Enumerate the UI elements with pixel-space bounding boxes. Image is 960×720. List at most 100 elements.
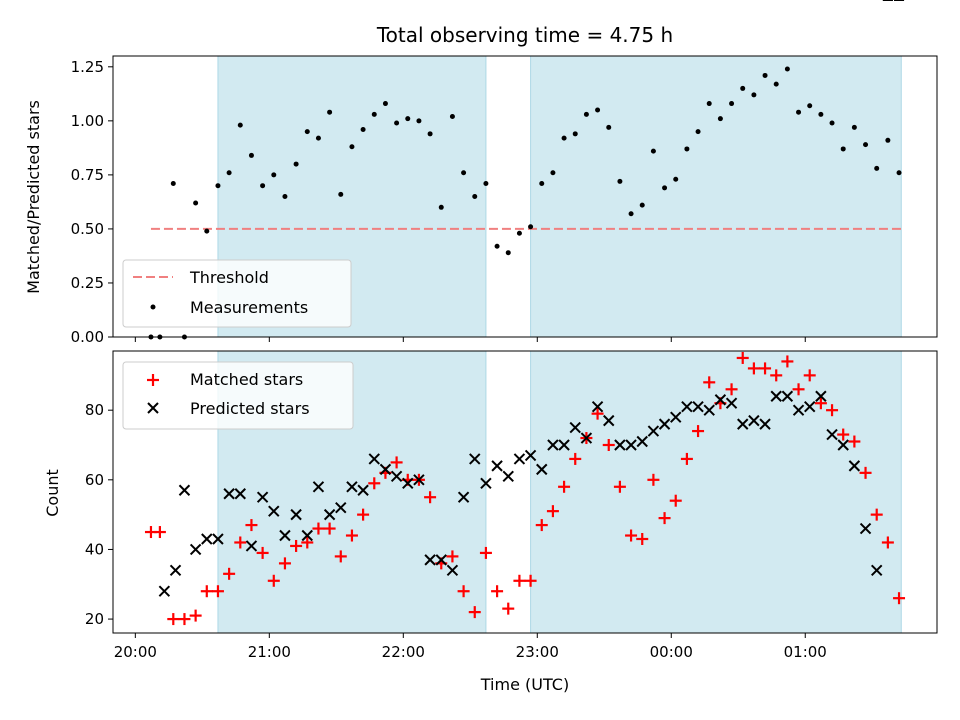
measurement-point	[237, 122, 243, 128]
cross-b	[714, 394, 727, 406]
cross-b	[725, 397, 738, 409]
cross-b	[547, 439, 559, 451]
cross-b	[625, 439, 637, 451]
matched-star-point	[345, 529, 358, 542]
predicted-star-point	[357, 484, 369, 496]
cross-b	[871, 564, 883, 577]
predicted-star-point	[402, 477, 414, 490]
shaded-region	[530, 55, 902, 338]
measurement-point	[394, 120, 400, 126]
measurement-point	[617, 178, 623, 184]
measurement-point	[773, 81, 779, 87]
shaded-region	[530, 350, 902, 634]
cross-b	[169, 564, 182, 577]
matched-star-point	[368, 477, 381, 490]
y-tick-label: 40	[85, 540, 104, 558]
cross-b	[290, 508, 302, 521]
cross-b	[379, 463, 392, 476]
predicted-star-point	[837, 439, 849, 451]
measurement-point	[449, 114, 455, 120]
measurement-point	[796, 109, 802, 115]
predicted-star-point	[457, 491, 470, 503]
cross-b	[424, 554, 436, 566]
matched-star-point	[200, 585, 213, 598]
predicted-star-point	[681, 400, 693, 413]
matched-star-point	[759, 362, 772, 375]
measurement-point	[494, 243, 500, 249]
predicted-star-point	[714, 394, 727, 406]
predicted-star-point	[346, 481, 358, 493]
predicted-star-point	[212, 533, 224, 545]
y-tick-label: 1.25	[71, 58, 104, 76]
y-tick-label: 60	[85, 471, 104, 489]
measurement-point	[427, 131, 433, 137]
predicted-star-point	[301, 529, 313, 542]
predicted-star-point	[792, 404, 805, 416]
cross-b	[457, 491, 470, 503]
matched-star-point	[502, 602, 515, 615]
cross-b	[435, 554, 447, 566]
cross-b	[223, 488, 235, 500]
measurement-point	[874, 165, 880, 171]
cross-b	[614, 439, 626, 451]
cross-b	[692, 400, 704, 413]
cross-b	[815, 390, 827, 402]
y-tick-label: 80	[85, 401, 104, 419]
measurement-point	[248, 152, 254, 158]
cross-b	[446, 564, 459, 577]
cross-b	[212, 533, 224, 545]
predicted-star-point	[424, 554, 436, 566]
matched-star-point	[491, 585, 504, 598]
y-tick-label: 20	[85, 610, 104, 628]
predicted-star-point	[245, 540, 258, 552]
predicted-star-point	[770, 390, 782, 402]
bottom-legend: Matched stars Predicted stars	[122, 361, 354, 430]
bottom-axes-frame	[112, 350, 938, 634]
cross-b	[770, 390, 782, 402]
predicted-star-point	[815, 390, 827, 402]
matched-star-point	[301, 536, 314, 549]
measurement-point	[271, 172, 277, 178]
top-y-ticks: 0.00 0.25 0.50 0.75 1.00 1.25	[71, 58, 113, 346]
cross-b	[636, 435, 648, 448]
legend-threshold-label: Threshold	[189, 268, 269, 287]
matched-star-point	[256, 546, 269, 559]
measurement-point	[896, 170, 902, 176]
measurement-point	[829, 120, 835, 126]
predicted-star-point	[625, 439, 637, 451]
measurement-point	[528, 224, 534, 230]
measurement-point	[461, 170, 467, 176]
y-tick-label: 0.75	[71, 166, 104, 184]
matched-star-point	[781, 355, 794, 368]
predicted-star-point	[558, 439, 570, 451]
predicted-star-point	[201, 533, 213, 545]
top-panel: 0.00 0.25 0.50 0.75 1.00 1.25 Matched/Predict…	[24, 55, 938, 346]
matched-star-point	[569, 452, 582, 465]
cross-b	[591, 400, 604, 413]
cross-b	[536, 463, 548, 476]
predicted-star-point	[413, 474, 425, 486]
measurement-point	[561, 135, 567, 141]
legend-predicted-swatch	[147, 402, 159, 414]
measurement-point	[416, 118, 422, 124]
chart-title: Total observing time = 4.75 h	[376, 23, 673, 47]
measurement-point	[840, 146, 846, 152]
cross-b	[658, 418, 671, 430]
cross-b	[703, 404, 715, 416]
measurement-point	[539, 181, 545, 187]
predicted-star-point	[781, 390, 794, 402]
matched-star-point	[725, 383, 738, 396]
matched-star-point	[290, 539, 303, 552]
predicted-star-point	[335, 501, 347, 514]
matched-star-point	[848, 435, 861, 448]
measurement-point	[382, 101, 388, 107]
matched-star-point	[870, 508, 883, 521]
measurement-point	[371, 111, 377, 117]
x-tick-label: 23:00	[516, 643, 559, 661]
predicted-star-point	[513, 453, 526, 465]
measurement-point	[885, 137, 891, 143]
y-tick-label: 0.00	[71, 328, 104, 346]
matched-star-point	[647, 473, 660, 486]
cross-b	[201, 533, 213, 545]
measurement-point	[606, 124, 612, 130]
